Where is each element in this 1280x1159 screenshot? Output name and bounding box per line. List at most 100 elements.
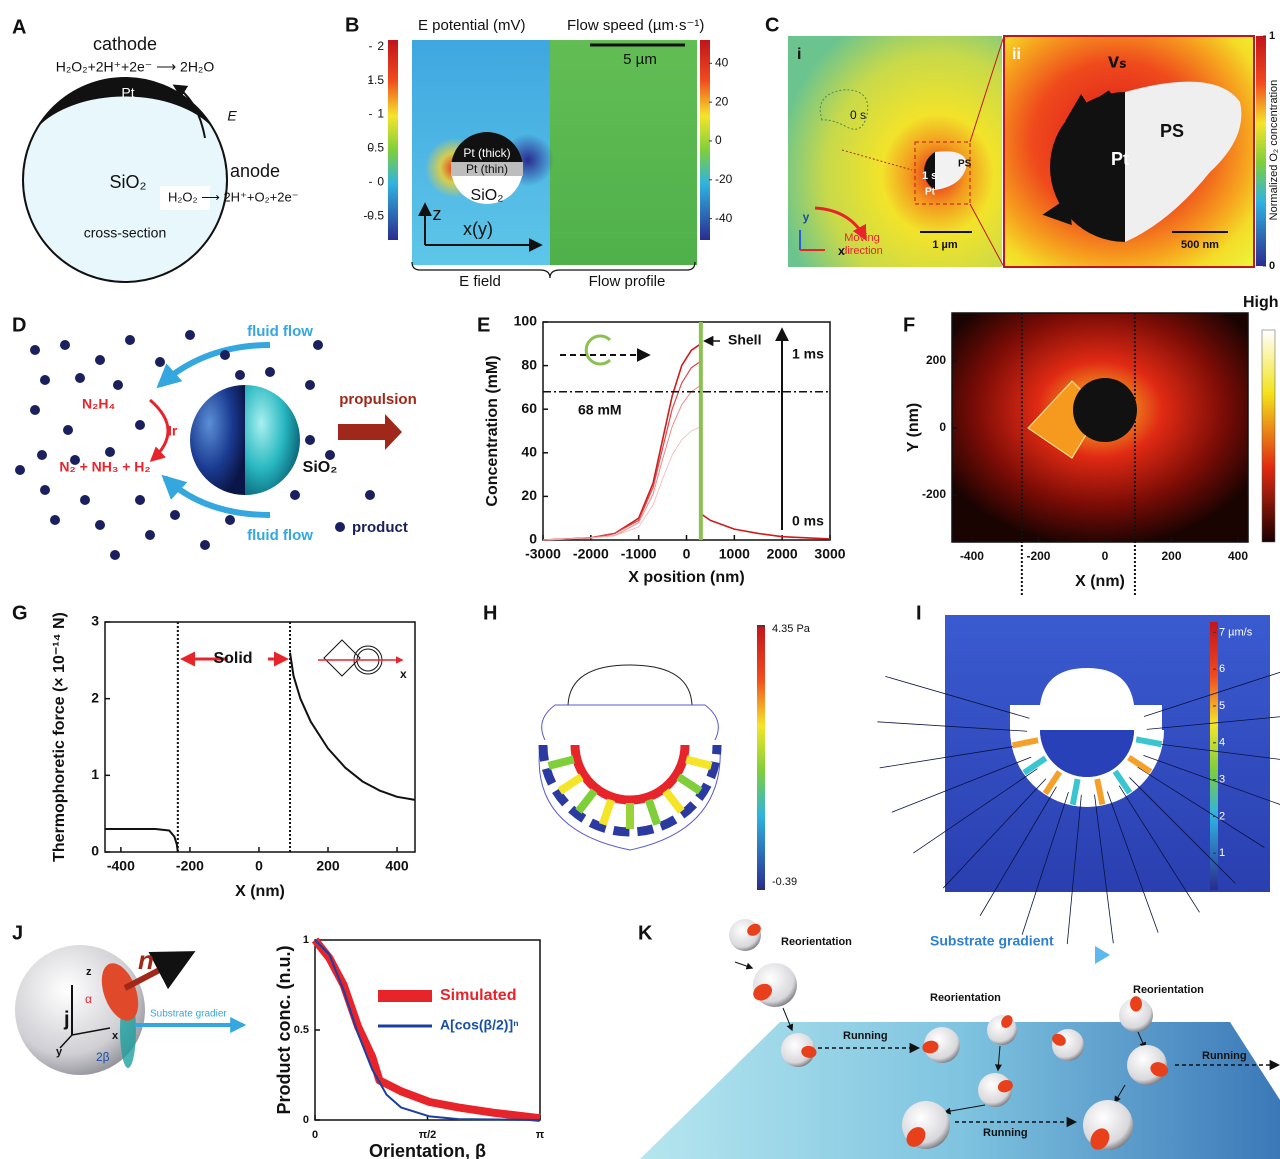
label: x [838, 244, 845, 258]
x-tick-label: 0 [1102, 549, 1109, 563]
label: Normalized O₂ concentration [1268, 80, 1280, 221]
panel-b [388, 40, 710, 278]
y-tick-label: 60 [521, 400, 537, 416]
label: K [638, 922, 653, 944]
rect-shape [1210, 622, 1218, 890]
label: 4.35 Pa [772, 623, 811, 635]
x-tick-label: -200 [1026, 549, 1050, 563]
label: propulsion [339, 391, 417, 408]
label: E [227, 108, 237, 124]
path-shape [245, 385, 300, 495]
dot [105, 447, 115, 457]
label: fluid flow [247, 323, 313, 340]
legend-label: Simulated [440, 987, 516, 1004]
panel-d [15, 330, 402, 560]
label: y [803, 210, 810, 224]
label: E [477, 314, 490, 336]
label: Reorientation [781, 936, 852, 948]
polygon-shape [640, 1022, 1280, 1159]
label: N₂ + NH₃ + H₂ [59, 459, 150, 475]
label: fluid flow [247, 527, 313, 544]
cap [1130, 996, 1142, 1011]
dot [313, 340, 323, 350]
label: Running [843, 1030, 888, 1042]
label: cathode [93, 34, 157, 54]
label: A [12, 16, 26, 38]
label: vₛ [1108, 50, 1127, 72]
legend-dot [335, 522, 345, 532]
legend-label: A[cos(β/2)]ⁿ [440, 1017, 519, 1033]
colorbar-tick-label: 4 [1219, 737, 1225, 749]
label: SiO₂ [471, 187, 504, 204]
colorbar-tick-label: 0 [377, 175, 384, 189]
y-tick-label: 0 [939, 420, 946, 434]
rect-shape [388, 40, 398, 240]
x-tick-label: -400 [107, 858, 135, 874]
label: Moving [844, 232, 879, 244]
x-tick-label: -200 [176, 858, 204, 874]
colorbar-tick-label: 7 µm/s [1219, 626, 1253, 638]
label: Pt [925, 187, 936, 198]
colorbar-tick-label: 3 [1219, 773, 1225, 785]
label: F [903, 314, 915, 336]
dot [40, 375, 50, 385]
label: H₂O₂+2H⁺+2e⁻ ⟶ 2H₂O [56, 59, 215, 75]
spoke [678, 777, 700, 791]
colorbar-tick-label: 1 [1269, 30, 1275, 42]
label: 0 ms [792, 513, 824, 529]
x-tick-label: -400 [960, 549, 984, 563]
label: PS [958, 159, 972, 170]
curve [543, 385, 701, 540]
rect-shape [1262, 330, 1275, 542]
x-tick-label: -1000 [621, 546, 657, 562]
dot [365, 490, 375, 500]
dot [113, 380, 123, 390]
label: Reorientation [1133, 984, 1204, 996]
label: D [12, 314, 26, 336]
label: High [1243, 294, 1279, 311]
label: Running [983, 1127, 1028, 1139]
dot [60, 340, 70, 350]
label: anode [230, 161, 280, 181]
x-tick-label: 2000 [767, 546, 798, 562]
x-tick-label: π/2 [419, 1129, 437, 1141]
x-tick-label: 0 [683, 546, 691, 562]
x-tick-label: 400 [1228, 549, 1248, 563]
line-shape [735, 962, 752, 968]
y-axis-label: Y (nm) [905, 403, 922, 452]
label: Solid [213, 650, 252, 667]
dot [235, 370, 245, 380]
dot [15, 465, 25, 475]
polygon-shape [338, 414, 402, 450]
label: 68 mM [578, 402, 622, 418]
label: 1 ms [792, 346, 824, 362]
polygon-shape [1095, 946, 1110, 964]
dot [30, 405, 40, 415]
label: Pt (thin) [466, 162, 508, 176]
label: 0 s [850, 108, 866, 122]
colorbar-tick-label: 2 [1219, 810, 1225, 822]
y-axis-label: Thermophoretic force (× 10⁻¹⁴ N) [51, 612, 68, 862]
y-tick-label: 20 [521, 487, 537, 503]
spoke [649, 800, 657, 825]
colorbar-tick-label: -0.5 [363, 208, 384, 222]
dot [200, 540, 210, 550]
y-tick-label: 1 [91, 766, 99, 782]
spoke [686, 759, 711, 765]
dot [220, 350, 230, 360]
label: x [400, 667, 407, 681]
dot [30, 345, 40, 355]
y-tick-label: 0 [303, 1114, 309, 1126]
colorbar-tick-label: 1 [1219, 847, 1225, 859]
rect-shape [700, 40, 710, 240]
spoke [666, 791, 682, 812]
curve [290, 653, 415, 800]
label: Reorientation [930, 992, 1001, 1004]
y-tick-label: 100 [514, 313, 538, 329]
dot [50, 515, 60, 525]
panel-k [640, 919, 1280, 1159]
spoke [603, 800, 611, 825]
label: Substrate gradient [930, 933, 1054, 949]
label: Ir [168, 423, 178, 439]
y-tick-label: 1 [303, 934, 309, 946]
